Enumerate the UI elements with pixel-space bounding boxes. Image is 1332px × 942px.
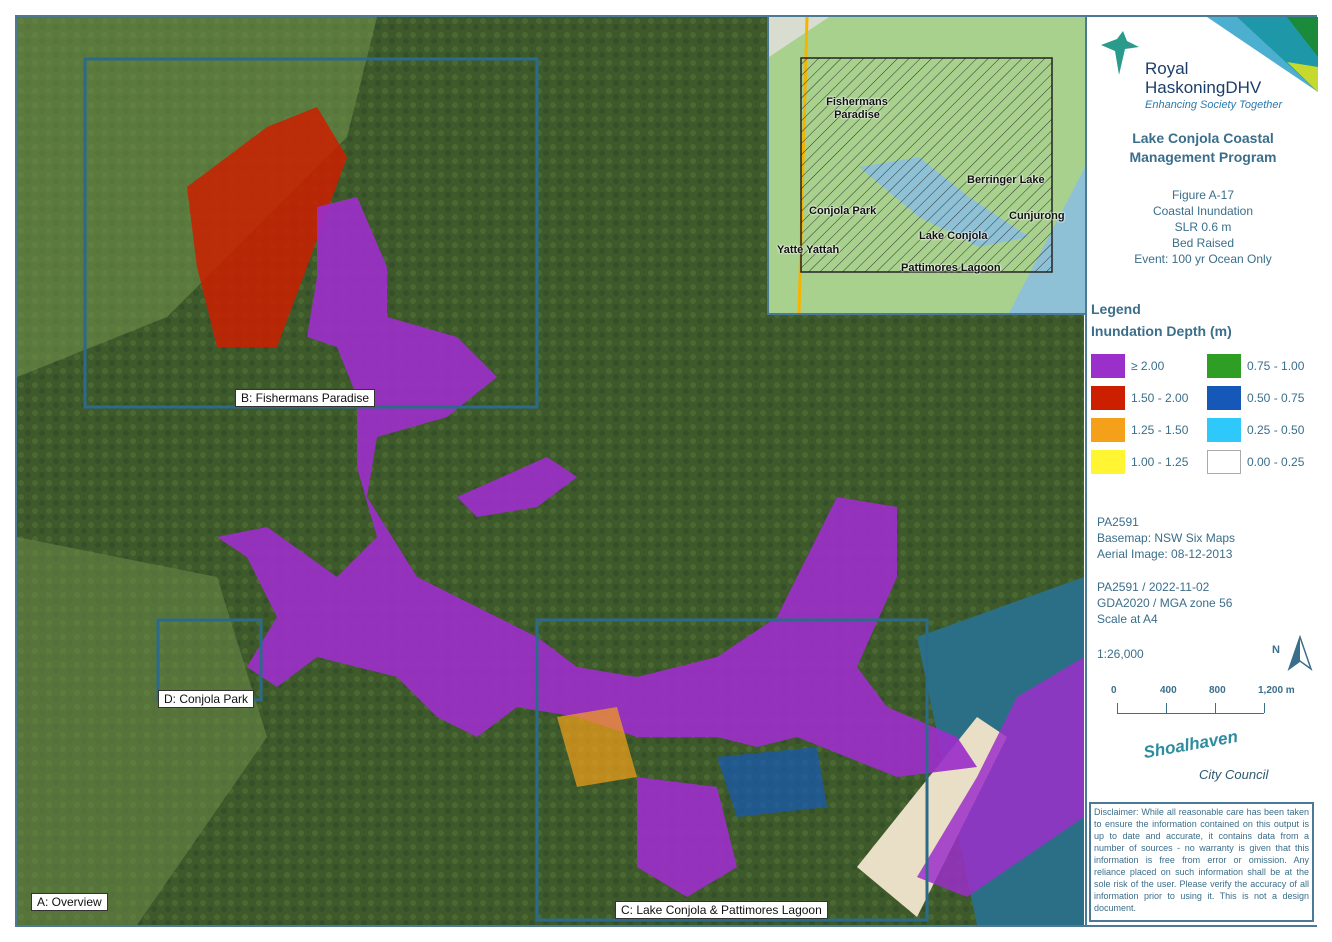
inset-label: Fishermans Paradise: [826, 96, 888, 121]
scale-tick-label: 800: [1209, 685, 1226, 696]
logo-bird-icon: [1101, 31, 1139, 75]
legend-swatch: [1091, 418, 1125, 442]
figure-info: Figure A-17 Coastal Inundation SLR 0.6 m…: [1134, 188, 1272, 266]
label-lake-conjola: C: Lake Conjola & Pattimores Lagoon: [615, 901, 828, 919]
farmland-area: [17, 537, 267, 925]
legend-swatch: [1207, 450, 1241, 474]
scale-tick: [1166, 703, 1167, 713]
legend-swatch: [1207, 386, 1241, 410]
main-map[interactable]: A: Overview B: Fishermans Paradise C: La…: [17, 17, 1084, 925]
inundation-purple-arm: [457, 457, 577, 517]
legend-swatch: [1207, 354, 1241, 378]
north-arrow-icon: [1287, 635, 1313, 671]
logo-graphic: [1101, 17, 1318, 92]
legend-label: 1.25 - 1.50: [1131, 423, 1189, 437]
source-info: PA2591 Basemap: NSW Six Maps Aerial Imag…: [1097, 515, 1236, 561]
scale-tick: [1215, 703, 1216, 713]
inset-label: Conjola Park: [809, 205, 877, 217]
inundation-blue: [717, 747, 827, 817]
council-logo-subtext: City Council: [1199, 767, 1269, 782]
legend-label: 1.50 - 2.00: [1131, 391, 1189, 405]
scale-tick: [1117, 703, 1118, 713]
meta-info: PA2591 / 2022-11-02 GDA2020 / MGA zone 5…: [1097, 580, 1233, 626]
inset-extent: [800, 57, 1053, 273]
extent-c-box: [535, 618, 929, 922]
scale-tick-label: 1,200 m: [1258, 685, 1295, 696]
legend-swatch: [1091, 450, 1125, 474]
legend-label: ≥ 2.00: [1131, 359, 1165, 373]
inset-label: Berringer Lake: [967, 174, 1045, 186]
disclaimer: Disclaimer: While all reasonable care ha…: [1089, 802, 1314, 922]
project-title: Lake Conjola Coastal Management Program: [1129, 130, 1277, 165]
extent-b-box: [83, 57, 539, 409]
map-graphics: [17, 17, 1084, 925]
legend-swatch: [1091, 386, 1125, 410]
locality-inset-map: Fishermans Paradise Berringer Lake Conjo…: [767, 17, 1085, 315]
legend-label: 1.00 - 1.25: [1131, 455, 1189, 469]
label-conjola-park: D: Conjola Park: [158, 690, 255, 708]
inundation-pattimores: [637, 777, 737, 897]
inset-graphics: [769, 17, 1085, 313]
council-logo: Shoalhaven: [1141, 726, 1240, 763]
scale-tick-label: 0: [1111, 685, 1117, 696]
legend-label: 0.25 - 0.50: [1247, 423, 1305, 437]
inundation-entrance: [917, 657, 1084, 897]
label-overview: A: Overview: [31, 893, 108, 911]
scale-tick-label: 400: [1160, 685, 1177, 696]
legend-label: 0.00 - 0.25: [1247, 455, 1305, 469]
scale-bar-line: [1117, 713, 1264, 714]
legend-swatch: [1207, 418, 1241, 442]
logo-tagline: Enhancing Society Together: [1145, 99, 1283, 111]
scale-tick: [1264, 703, 1265, 713]
north-label: N: [1272, 644, 1280, 656]
scale-ratio: 1:26,000: [1097, 647, 1144, 661]
inundation-red: [187, 107, 347, 347]
inset-label: Yatte Yattah: [777, 244, 840, 256]
inset-label: Cunjurong: [1009, 210, 1065, 222]
legend-subtitle: Inundation Depth (m): [1091, 323, 1232, 339]
logo-text: Royal HaskoningDHV: [1145, 59, 1262, 97]
legend-swatch: [1091, 354, 1125, 378]
legend-title: Legend: [1091, 301, 1141, 317]
label-fishermans-paradise: B: Fishermans Paradise: [235, 389, 376, 407]
inset-label: Pattimores Lagoon: [901, 262, 1001, 274]
title-panel: Royal HaskoningDHV Enhancing Society Tog…: [1085, 17, 1318, 925]
legend-label: 0.50 - 0.75: [1247, 391, 1305, 405]
inundation-purple-lake: [217, 197, 977, 777]
scale-bar: 0 400 800 1,200 m: [1107, 685, 1295, 725]
inset-label: Lake Conjola: [919, 230, 988, 242]
legend-label: 0.75 - 1.00: [1247, 359, 1305, 373]
inundation-orange: [557, 707, 637, 787]
